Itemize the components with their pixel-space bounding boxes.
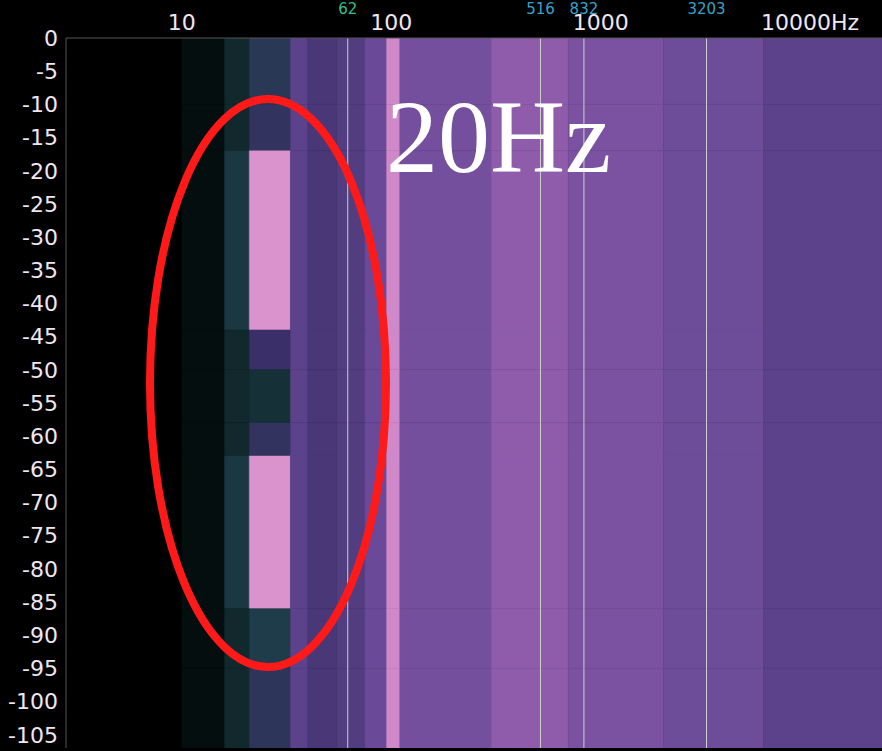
svg-text:516: 516 [526, 0, 555, 18]
svg-text:-30: -30 [22, 225, 58, 250]
svg-text:100: 100 [370, 10, 412, 35]
svg-text:832: 832 [570, 0, 599, 18]
svg-text:62: 62 [338, 0, 357, 18]
svg-text:-5: -5 [36, 59, 58, 84]
svg-text:-90: -90 [22, 623, 58, 648]
svg-text:1000: 1000 [572, 10, 629, 35]
svg-text:-15: -15 [22, 125, 58, 150]
svg-text:-35: -35 [22, 258, 58, 283]
svg-text:-50: -50 [22, 358, 58, 383]
svg-text:-95: -95 [22, 656, 58, 681]
svg-text:-105: -105 [8, 723, 58, 748]
svg-text:-80: -80 [22, 557, 58, 582]
svg-text:-60: -60 [22, 424, 58, 449]
svg-text:-40: -40 [22, 291, 58, 316]
svg-text:10000Hz: 10000Hz [761, 10, 859, 35]
svg-text:3203: 3203 [687, 0, 725, 18]
svg-text:-45: -45 [22, 324, 58, 349]
svg-text:-100: -100 [8, 689, 58, 714]
svg-text:10: 10 [168, 10, 196, 35]
svg-text:-75: -75 [22, 523, 58, 548]
svg-text:-20: -20 [22, 159, 58, 184]
svg-text:20Hz: 20Hz [386, 79, 611, 194]
svg-text:-55: -55 [22, 391, 58, 416]
svg-text:-85: -85 [22, 590, 58, 615]
svg-text:-70: -70 [22, 490, 58, 515]
svg-text:-10: -10 [22, 92, 58, 117]
svg-text:-65: -65 [22, 457, 58, 482]
svg-text:0: 0 [44, 26, 58, 51]
svg-text:-25: -25 [22, 192, 58, 217]
